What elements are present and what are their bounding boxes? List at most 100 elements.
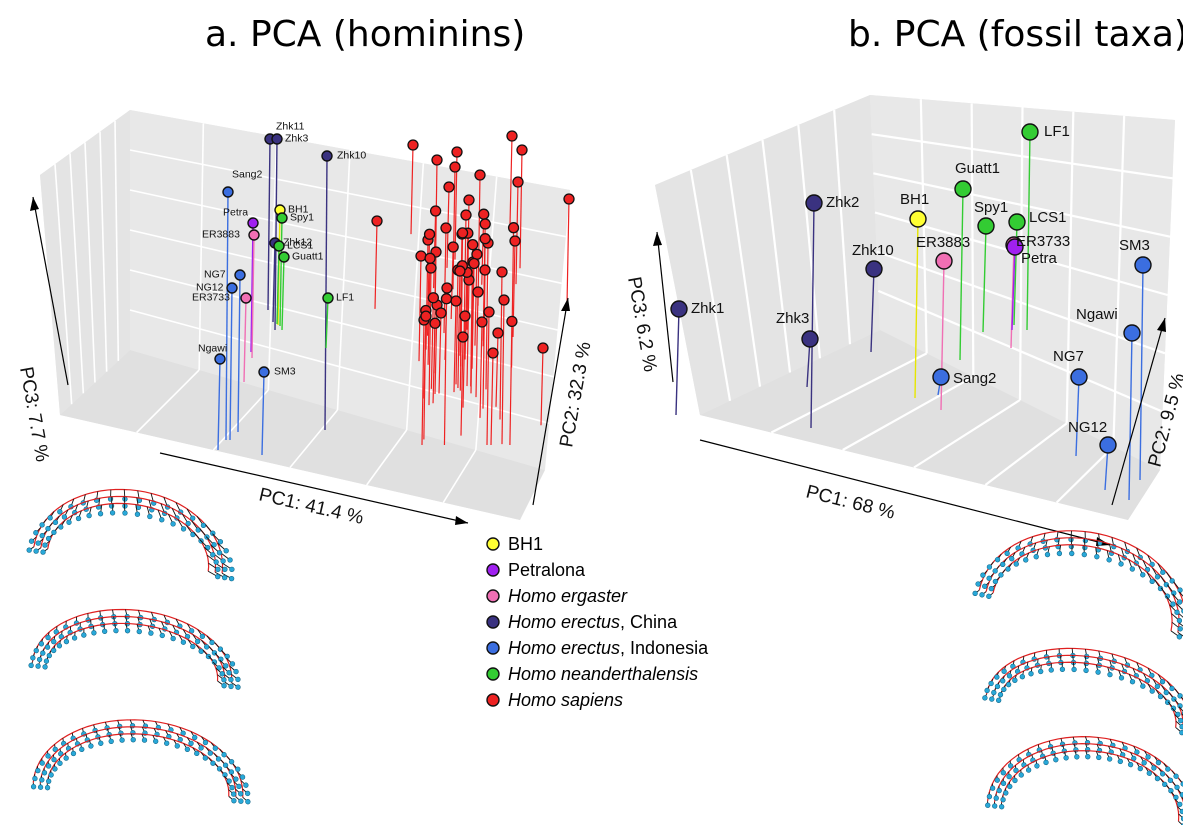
legend-marker (486, 537, 500, 551)
data-point (463, 194, 475, 206)
data-point (516, 144, 528, 156)
point-stem (1026, 131, 1031, 331)
data-point (459, 310, 471, 322)
data-point (429, 205, 442, 217)
point-label: BH1 (288, 204, 309, 216)
data-point (1099, 436, 1117, 454)
data-point (440, 222, 452, 234)
data-point (479, 264, 491, 276)
data-point (273, 240, 285, 252)
data-point (506, 130, 518, 142)
point-stem (438, 312, 442, 394)
point-stem (475, 291, 479, 398)
point-stem (474, 254, 478, 346)
data-point (440, 293, 453, 305)
point-stem (486, 311, 490, 446)
data-point (429, 317, 441, 329)
data-point (431, 154, 443, 166)
data-point (1070, 368, 1088, 386)
point-label: NG12 (1068, 419, 1107, 436)
point-label: Guatt1 (292, 251, 324, 263)
data-point (447, 241, 459, 253)
point-label: Spy1 (290, 212, 314, 224)
point-label: Zhk12 (283, 237, 312, 249)
data-point (435, 307, 447, 319)
point-label: Sang2 (232, 169, 263, 181)
point-label: Zhk3 (776, 310, 809, 327)
point-stem (443, 298, 448, 446)
legend-marker (486, 641, 500, 655)
legend-species: Homo erectus (508, 638, 620, 658)
data-point (423, 228, 436, 240)
legend-item: Homo neanderthalensis (508, 664, 698, 684)
point-label: Guatt1 (955, 160, 1000, 177)
point-label: Zhk2 (826, 194, 859, 211)
data-point (415, 250, 427, 262)
point-label: ER3883 (202, 229, 240, 241)
data-point (1123, 324, 1141, 342)
legend-item: BH1 (508, 534, 543, 554)
data-point (474, 169, 486, 181)
point-label: BH1 (900, 191, 929, 208)
data-point (909, 210, 927, 228)
point-stem (1075, 376, 1080, 457)
point-stem (870, 268, 875, 353)
panel-a-ylabel: PC2: 32.3 % (556, 340, 595, 449)
point-stem (272, 242, 276, 323)
point-stem (460, 336, 464, 436)
point-label: ER3733 (192, 292, 230, 304)
data-point (954, 180, 972, 198)
point-stem (457, 271, 461, 389)
data-point (460, 209, 472, 221)
point-label: ER3733 (1016, 233, 1070, 250)
point-label: Petra (223, 207, 248, 219)
legend-label: Petralona (508, 560, 586, 580)
point-stem (1010, 244, 1015, 349)
data-point (487, 347, 499, 359)
point-stem (225, 191, 229, 441)
point-label: Sang2 (953, 370, 996, 387)
legend-marker (486, 693, 500, 707)
data-point (278, 251, 290, 263)
data-point (222, 186, 234, 198)
point-label: LF1 (1044, 123, 1070, 140)
data-point (468, 257, 480, 270)
point-label: Zhk1 (691, 300, 724, 317)
data-point (865, 260, 883, 278)
point-stem (519, 149, 523, 269)
data-point (214, 353, 226, 365)
point-label: LCS1 (1029, 209, 1067, 226)
point-stem (495, 332, 499, 407)
legend-marker (486, 667, 500, 681)
point-label: NG12 (196, 282, 224, 294)
data-point (507, 222, 520, 234)
point-stem (430, 297, 434, 389)
point-stem (509, 135, 513, 225)
point-stem (267, 138, 271, 311)
point-stem (237, 274, 241, 433)
data-point (472, 286, 484, 298)
legend-item: Homo erectus, Indonesia (508, 638, 709, 658)
point-stem (261, 371, 265, 456)
data-point (248, 229, 260, 241)
point-label: SM3 (274, 366, 296, 378)
point-stem (418, 255, 422, 362)
data-point (371, 215, 383, 227)
point-stem (479, 321, 483, 418)
data-point (670, 300, 688, 318)
data-point (805, 194, 823, 212)
data-point (420, 310, 432, 322)
outline-shape (972, 530, 1183, 640)
legend-marker (486, 615, 500, 629)
point-stem (432, 323, 436, 404)
data-point (932, 368, 950, 386)
data-point (801, 330, 819, 348)
point-label: Ngawi (1076, 306, 1118, 323)
data-point (240, 292, 252, 304)
data-point (226, 282, 238, 294)
point-stem (455, 269, 459, 385)
data-point (449, 161, 461, 173)
point-label: NG7 (204, 269, 226, 281)
data-point (450, 295, 462, 307)
